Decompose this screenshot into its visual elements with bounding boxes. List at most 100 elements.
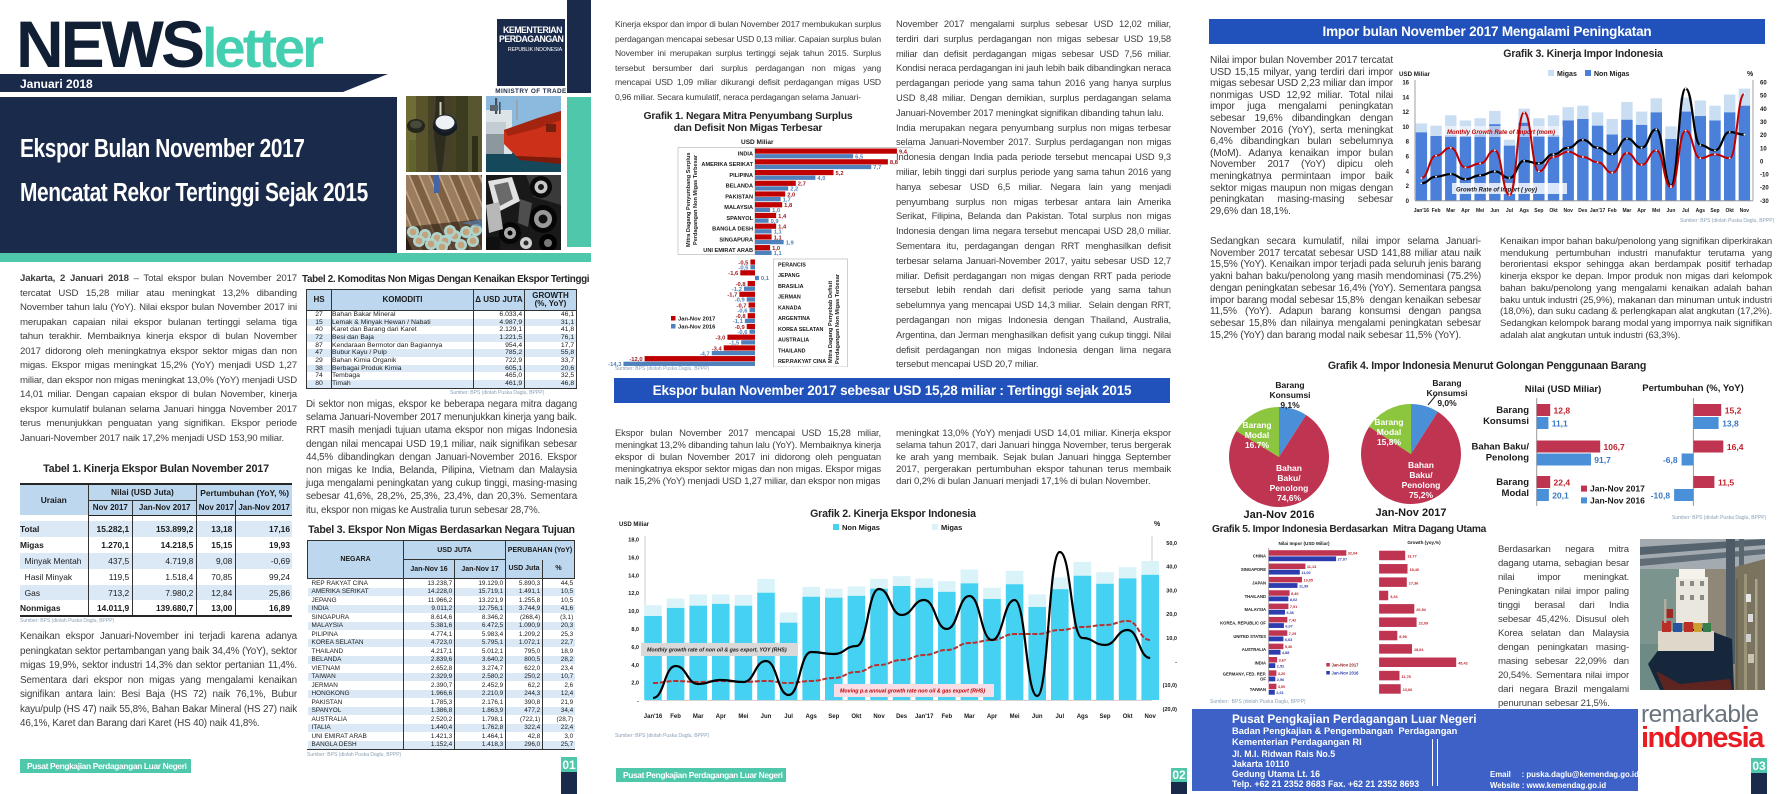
svg-text:1,4: 1,4 <box>778 225 787 231</box>
svg-text:Barang: Barang <box>1496 477 1529 488</box>
svg-text:USD Miliar: USD Miliar <box>1399 71 1431 78</box>
svg-text:12,0: 12,0 <box>628 591 639 597</box>
svg-text:Bahan: Bahan <box>1276 463 1302 473</box>
svg-text:Pertumbuhan (%, YoY): Pertumbuhan (%, YoY) <box>1642 383 1744 394</box>
svg-text:THAILAND: THAILAND <box>778 348 806 354</box>
svg-text:Sep: Sep <box>1710 208 1719 214</box>
svg-text:Konsumsi: Konsumsi <box>1269 390 1310 400</box>
svg-text:16.7%: 16.7% <box>1245 440 1270 450</box>
svg-text:1,9: 1,9 <box>786 240 795 246</box>
svg-text:BANGLA DESH: BANGLA DESH <box>712 227 753 233</box>
svg-text:KOREA SELATAN: KOREA SELATAN <box>778 327 824 333</box>
svg-text:Baku/: Baku/ <box>1277 473 1301 483</box>
svg-text:1,1: 1,1 <box>774 235 783 241</box>
svg-text:13,77: 13,77 <box>1407 555 1417 559</box>
svg-text:MALAYSIA: MALAYSIA <box>1245 607 1266 612</box>
svg-text:PERANCIS: PERANCIS <box>778 263 806 269</box>
svg-text:2,52: 2,52 <box>1277 665 1284 669</box>
svg-text:Sep: Sep <box>828 714 839 720</box>
svg-text:Jul: Jul <box>1682 208 1690 214</box>
svg-text:Baku/: Baku/ <box>1409 470 1433 480</box>
svg-text:Feb: Feb <box>1608 208 1617 214</box>
svg-text:Jul: Jul <box>1506 208 1514 214</box>
svg-text:SPANYOL: SPANYOL <box>726 216 753 222</box>
svg-text:AUSTRALIA: AUSTRALIA <box>778 338 809 344</box>
svg-text:7,42: 7,42 <box>1289 618 1296 622</box>
svg-text:-3,4: -3,4 <box>712 346 723 352</box>
svg-text:(20,0): (20,0) <box>1163 707 1178 713</box>
svg-text:-0,5: -0,5 <box>738 261 749 267</box>
svg-text:Modal: Modal <box>1502 488 1529 499</box>
svg-text:Des: Des <box>896 714 908 720</box>
svg-text:Apr: Apr <box>716 714 727 720</box>
svg-text:UNI EMIRAT ARAB: UNI EMIRAT ARAB <box>703 248 753 254</box>
svg-text:18,0: 18,0 <box>628 538 639 544</box>
svg-text:GERMANY, FED. REP.: GERMANY, FED. REP. <box>1223 671 1266 676</box>
svg-text:Jun: Jun <box>1667 208 1676 214</box>
svg-text:Okt: Okt <box>851 714 861 720</box>
svg-text:INDIA: INDIA <box>738 152 753 158</box>
svg-text:-6,8: -6,8 <box>1663 455 1678 465</box>
svg-text:Apr: Apr <box>987 714 998 720</box>
svg-text:4: 4 <box>1406 169 1410 175</box>
svg-text:Modal: Modal <box>1377 427 1402 437</box>
svg-text:8: 8 <box>1406 140 1410 146</box>
svg-text:-20: -20 <box>1760 186 1769 192</box>
svg-text:PILIPINA: PILIPINA <box>729 173 753 179</box>
svg-text:14,0: 14,0 <box>628 573 639 579</box>
svg-text:THAILAND: THAILAND <box>1245 594 1266 599</box>
svg-text:Jul: Jul <box>1055 714 1064 720</box>
svg-text:4,88: 4,88 <box>1282 651 1289 655</box>
svg-text:Barang: Barang <box>1496 405 1529 416</box>
svg-text:Sep: Sep <box>1099 714 1110 720</box>
svg-text:0: 0 <box>1406 199 1410 205</box>
svg-text:22,09: 22,09 <box>1419 621 1429 625</box>
svg-text:JERMAN: JERMAN <box>778 295 801 301</box>
svg-text:6,0: 6,0 <box>631 645 639 651</box>
svg-text:4,0: 4,0 <box>817 176 825 182</box>
svg-text:Bahan Baku/: Bahan Baku/ <box>1471 442 1529 453</box>
svg-text:KOREA, REPUBLIC OF: KOREA, REPUBLIC OF <box>1220 620 1266 625</box>
svg-text:12: 12 <box>1402 110 1409 116</box>
svg-text:-0,7: -0,7 <box>737 303 747 309</box>
svg-text:27,07: 27,07 <box>1338 558 1348 562</box>
svg-text:Ags: Ags <box>1077 714 1089 720</box>
svg-text:20,54: 20,54 <box>1416 608 1426 612</box>
svg-text:2,0: 2,0 <box>787 192 795 198</box>
svg-text:Jan-Nov 2017: Jan-Nov 2017 <box>1376 507 1447 519</box>
svg-text:40,0: 40,0 <box>1166 565 1177 571</box>
svg-text:Feb: Feb <box>941 714 952 720</box>
svg-text:PAKISTAN: PAKISTAN <box>725 194 753 200</box>
svg-text:Barang: Barang <box>1242 420 1271 430</box>
svg-text:Feb: Feb <box>1432 208 1441 214</box>
svg-text:8,8: 8,8 <box>890 160 899 166</box>
svg-text:15,2: 15,2 <box>1725 406 1742 416</box>
svg-text:50: 50 <box>1760 94 1767 100</box>
svg-text:10,0: 10,0 <box>1166 636 1177 642</box>
svg-text:1,4: 1,4 <box>778 214 787 220</box>
svg-text:Bahan: Bahan <box>1408 460 1434 470</box>
svg-text:Jan-Nov 2016: Jan-Nov 2016 <box>1590 495 1645 505</box>
svg-text:Jan-Nov 2016: Jan-Nov 2016 <box>1244 509 1315 521</box>
svg-text:6,5: 6,5 <box>855 155 864 161</box>
svg-text:1,1: 1,1 <box>774 251 783 257</box>
svg-text:-12,0: -12,0 <box>629 357 642 363</box>
svg-text:6: 6 <box>1406 155 1410 161</box>
svg-text:-1,1: -1,1 <box>733 319 744 325</box>
svg-text:Konsumsi: Konsumsi <box>1426 388 1467 398</box>
svg-text:-1,2: -1,2 <box>732 287 742 293</box>
svg-text:Ags: Ags <box>806 714 818 720</box>
svg-text:91,7: 91,7 <box>1594 455 1611 465</box>
svg-text:Perdagangan Non Migas Terbesar: Perdagangan Non Migas Terbesar <box>835 273 841 364</box>
svg-text:BELANDA: BELANDA <box>726 184 753 190</box>
svg-text:18,40: 18,40 <box>1410 568 1420 572</box>
svg-text:Monthly growth rate of non oil: Monthly growth rate of non oil & gas exp… <box>647 648 787 654</box>
svg-text:BRASILIA: BRASILIA <box>778 284 804 290</box>
svg-text:Perdagangan Non Migas Terbesar: Perdagangan Non Migas Terbesar <box>693 154 699 245</box>
svg-text:Ags: Ags <box>1696 208 1706 214</box>
svg-text:Ags: Ags <box>1519 208 1529 214</box>
svg-text:20: 20 <box>1760 133 1767 139</box>
svg-text:-14,3: -14,3 <box>608 362 622 367</box>
svg-text:UNITED STATES: UNITED STATES <box>1233 634 1266 639</box>
svg-text:Okt: Okt <box>1123 714 1133 720</box>
